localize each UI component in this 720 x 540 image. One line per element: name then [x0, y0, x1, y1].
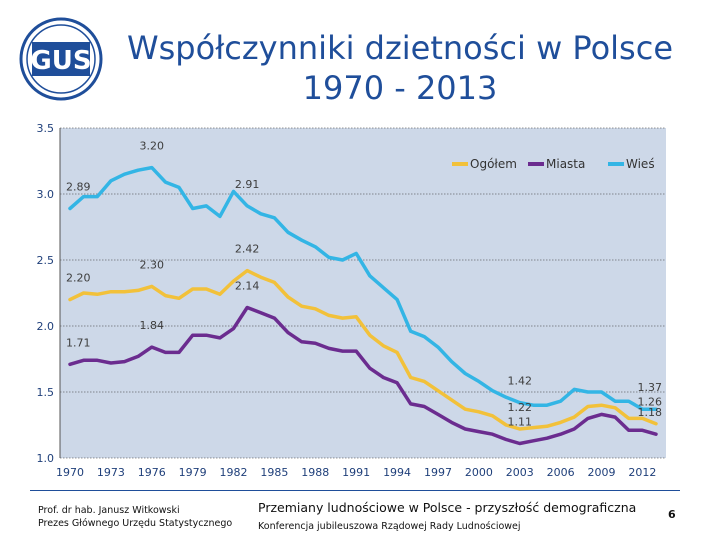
data-label: 1.11 [507, 415, 532, 428]
x-tick-label: 2012 [628, 466, 656, 479]
y-tick-label: 2.5 [37, 254, 55, 267]
x-tick-label: 1994 [383, 466, 411, 479]
title-line-1: Współczynniki dzietności w Polsce [126, 29, 673, 67]
data-label: 3.20 [140, 140, 165, 153]
legend-label-urban: Miasta [546, 157, 585, 171]
chart-legend: Ogółem Miasta Wieś [452, 157, 655, 171]
fertility-line-chart: 1.0 1.5 2.0 2.5 3.0 3.5 1970 1973 1976 1979 1982 1… [37, 122, 666, 479]
y-tick-label: 2.0 [37, 320, 55, 333]
series-line-total [68, 268, 658, 431]
x-tick-label: 2009 [587, 466, 615, 479]
series-line-urban [68, 305, 658, 446]
gus-logo: GUS [19, 17, 103, 101]
x-tick-label: 1976 [138, 466, 166, 479]
x-tick-label: 2000 [465, 466, 493, 479]
x-tick-label: 1970 [56, 466, 84, 479]
x-tick-label: 1979 [179, 466, 207, 479]
data-label: 2.20 [66, 272, 91, 285]
y-tick-label: 1.5 [37, 386, 55, 399]
y-tick-label: 3.5 [37, 122, 55, 135]
author-position: Prezes Głównego Urzędu Statystycznego [38, 518, 233, 529]
conference-block: Przemiany ludnościowe w Polsce - przyszł… [258, 500, 636, 532]
series-line-rural [68, 165, 658, 411]
legend-label-total: Ogółem [470, 157, 517, 171]
x-tick-label: 1997 [424, 466, 452, 479]
data-label: 2.89 [66, 181, 91, 194]
title-line-2: 1970 - 2013 [302, 69, 498, 107]
x-tick-label: 1988 [301, 466, 329, 479]
data-label: 2.14 [235, 280, 260, 293]
x-tick-label: 2003 [506, 466, 534, 479]
x-tick-label: 1985 [260, 466, 288, 479]
plot-area [60, 128, 666, 458]
data-label: 1.84 [140, 319, 165, 332]
y-tick-label: 3.0 [37, 188, 55, 201]
data-label: 1.71 [66, 336, 91, 349]
legend-label-rural: Wieś [626, 157, 655, 171]
data-label: 1.26 [638, 396, 663, 409]
x-tick-label: 2006 [547, 466, 575, 479]
x-tick-label: 1973 [97, 466, 125, 479]
page-number: 6 [668, 508, 676, 521]
x-tick-label: 1991 [342, 466, 370, 479]
y-tick-label: 1.0 [37, 452, 55, 465]
logo-text: GUS [30, 46, 91, 76]
author-name: Prof. dr hab. Janusz Witkowski [38, 505, 180, 516]
data-label: 2.91 [235, 178, 260, 191]
data-label: 1.42 [507, 375, 532, 388]
data-label: 2.30 [140, 258, 165, 271]
author-block: Prof. dr hab. Janusz Witkowski Prezes Gł… [38, 504, 232, 530]
page-title: Współczynniki dzietności w Polsce 1970 -… [120, 28, 680, 108]
footer-divider [30, 490, 680, 491]
data-label: 1.22 [507, 401, 532, 414]
data-label: 1.37 [638, 381, 663, 394]
data-label: 1.18 [638, 406, 663, 419]
conference-title: Przemiany ludnościowe w Polsce - przyszł… [258, 500, 637, 515]
x-tick-label: 1982 [220, 466, 248, 479]
data-label: 2.42 [235, 243, 260, 256]
conference-subtitle: Konferencja jubileuszowa Rządowej Rady L… [258, 521, 521, 532]
